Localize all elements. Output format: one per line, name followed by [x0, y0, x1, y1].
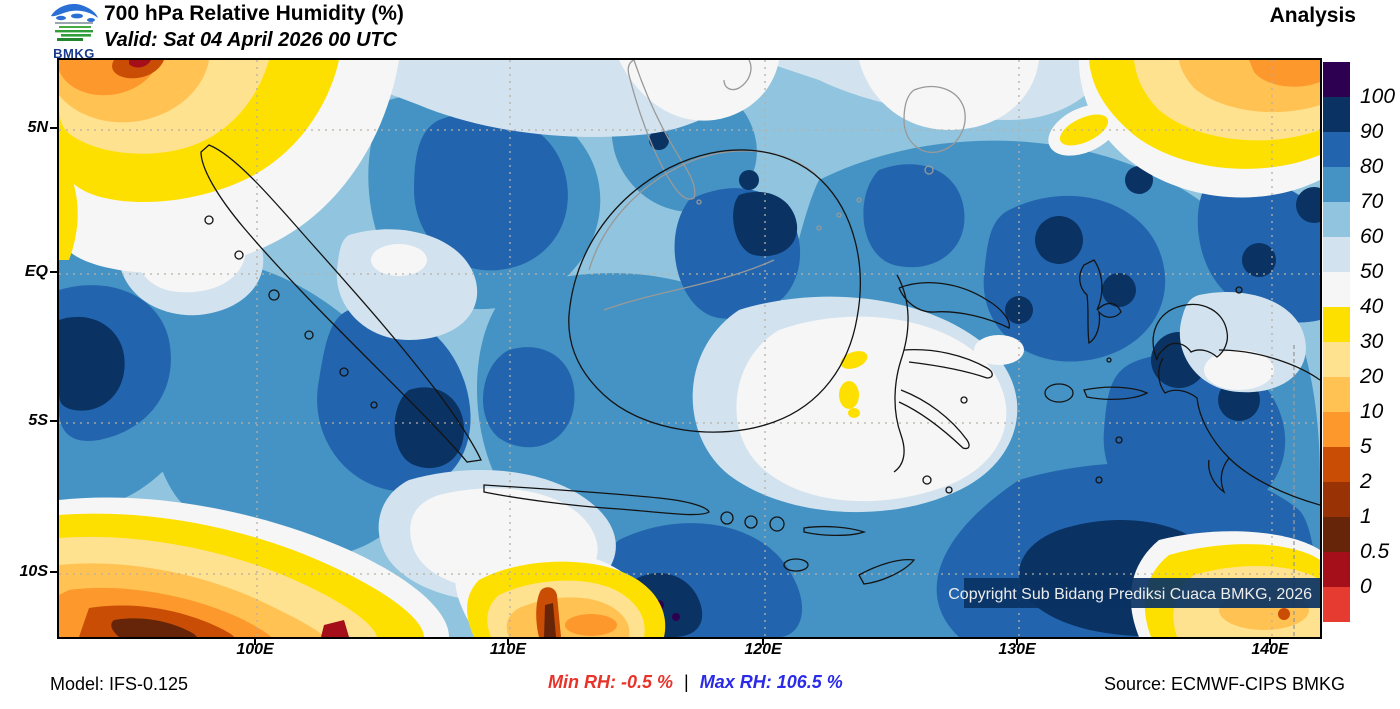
bmkg-logo-text: BMKG: [53, 46, 95, 61]
colorbar-segment-2: [1323, 132, 1350, 167]
colorbar-label-80: 80: [1360, 155, 1384, 178]
colorbar-segment-11: [1323, 447, 1350, 482]
colorbar-segment-15: [1323, 587, 1350, 622]
minmax-row: Min RH: -0.5 % | Max RH: 106.5 %: [548, 672, 843, 693]
lat-tick: [50, 127, 57, 129]
copyright-text: Copyright Sub Bidang Prediksi Cuaca BMKG…: [948, 586, 1312, 603]
colorbar-label-1: 1: [1360, 505, 1372, 528]
lon-label-120E: 120E: [744, 641, 782, 658]
lat-tick: [50, 271, 57, 273]
colorbar-label-100: 100: [1360, 85, 1396, 108]
lat-label-10S: 10S: [19, 563, 48, 580]
map-frame: Copyright Sub Bidang Prediksi Cuaca BMKG…: [57, 58, 1322, 639]
humidity-map: Copyright Sub Bidang Prediksi Cuaca BMKG…: [59, 60, 1320, 637]
colorbar-label-90: 90: [1360, 120, 1384, 143]
lon-label-130E: 130E: [998, 641, 1036, 658]
page-title: 700 hPa Relative Humidity (%): [104, 2, 404, 25]
model-label: Model: IFS-0.125: [50, 674, 189, 694]
colorbar-label-30: 30: [1360, 330, 1384, 353]
lon-tick: [254, 637, 256, 645]
colorbar-label-5: 5: [1360, 435, 1372, 458]
lon-tick: [762, 637, 764, 645]
colorbar-segment-13: [1323, 517, 1350, 552]
lon-tick: [1016, 637, 1018, 645]
colorbar-label-50: 50: [1360, 260, 1384, 283]
colorbar-segment-7: [1323, 307, 1350, 342]
colorbar-segment-12: [1323, 482, 1350, 517]
lat-label-5S: 5S: [28, 412, 48, 429]
lat-label-5N: 5N: [27, 119, 48, 136]
lon-label-140E: 140E: [1251, 641, 1289, 658]
lon-tick: [507, 637, 509, 645]
colorbar-label-0.5: 0.5: [1360, 540, 1390, 563]
lon-tick: [1269, 637, 1271, 645]
bmkg-logo-icon: [51, 4, 98, 41]
max-rh-label: Max RH: 106.5 %: [699, 672, 843, 692]
source-label: Source: ECMWF-CIPS BMKG: [1103, 674, 1345, 694]
colorbar-segment-3: [1323, 167, 1350, 202]
analysis-label: Analysis: [1269, 4, 1356, 27]
minmax-separator: |: [684, 672, 689, 692]
colorbar-segment-14: [1323, 552, 1350, 587]
lon-label-110E: 110E: [489, 641, 527, 658]
colorbar-label-2: 2: [1360, 470, 1372, 493]
colorbar-segment-4: [1323, 202, 1350, 237]
valid-time: Valid: Sat 04 April 2026 00 UTC: [104, 29, 398, 51]
graticule: [59, 60, 1320, 637]
lat-tick: [50, 420, 57, 422]
colorbar-segment-1: [1323, 97, 1350, 132]
lat-label-EQ: EQ: [24, 263, 48, 280]
colorbar-label-0: 0: [1360, 575, 1372, 598]
colorbar-label-10: 10: [1360, 400, 1384, 423]
colorbar-segment-9: [1323, 377, 1350, 412]
coastlines-indonesia: [200, 144, 1320, 585]
colorbar-segment-5: [1323, 237, 1350, 272]
bmkg-logo: BMKG: [46, 2, 102, 61]
colorbar-label-20: 20: [1360, 365, 1384, 388]
colorbar: [1323, 62, 1350, 622]
colorbar-segment-8: [1323, 342, 1350, 377]
lat-tick: [50, 571, 57, 573]
colorbar-label-60: 60: [1360, 225, 1384, 248]
colorbar-segment-10: [1323, 412, 1350, 447]
lon-label-100E: 100E: [236, 641, 274, 658]
title-block: 700 hPa Relative Humidity (%) Valid: Sat…: [104, 1, 404, 53]
colorbar-label-40: 40: [1360, 295, 1384, 318]
colorbar-segment-6: [1323, 272, 1350, 307]
copyright-bar: Copyright Sub Bidang Prediksi Cuaca BMKG…: [948, 578, 1320, 608]
min-rh-label: Min RH: -0.5 %: [548, 672, 674, 692]
colorbar-label-70: 70: [1360, 190, 1384, 213]
colorbar-segment-0: [1323, 62, 1350, 97]
